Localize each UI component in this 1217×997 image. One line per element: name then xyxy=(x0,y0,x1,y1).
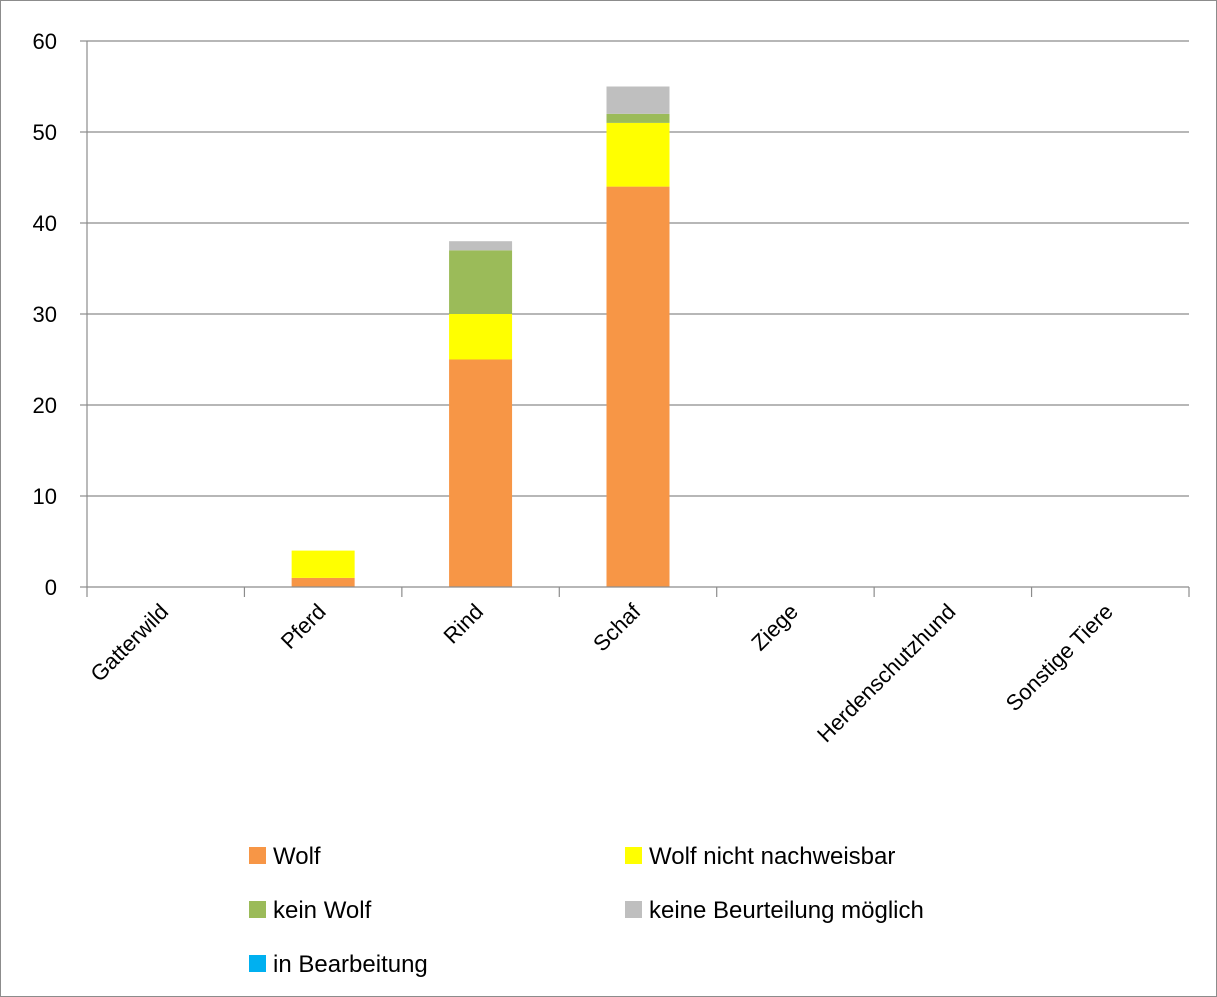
x-category-label: Sonstige Tiere xyxy=(1001,599,1118,716)
bar-rind-kein-wolf xyxy=(449,250,513,314)
legend-swatch xyxy=(625,847,642,864)
y-tick-label: 20 xyxy=(33,393,57,418)
legend-swatch xyxy=(249,955,266,972)
legend-label: Wolf nicht nachweisbar xyxy=(649,843,895,870)
x-axis-category-labels: Gatterwild Pferd Rind Schaf Ziege Herdenschut… xyxy=(86,598,1118,747)
axes xyxy=(80,40,1190,597)
bars xyxy=(291,86,670,587)
legend-label: Wolf xyxy=(273,843,321,870)
legend: Wolf Wolf nicht nachweisbar kein Wolf keine… xyxy=(249,843,924,978)
legend-label: keine Beurteilung möglich xyxy=(649,897,924,924)
legend-item: in Bearbeitung xyxy=(249,951,428,978)
bar-pferd-wolf xyxy=(291,577,355,587)
y-tick-label: 50 xyxy=(33,120,57,145)
bar-schaf-wolf xyxy=(606,186,670,587)
bar-rind-wolf xyxy=(449,359,513,587)
x-category-label: Herdenschutzhund xyxy=(812,599,960,747)
legend-item: keine Beurteilung möglich xyxy=(625,897,924,924)
legend-label: in Bearbeitung xyxy=(273,951,428,978)
y-axis-tick-labels: 0 10 20 30 40 50 60 xyxy=(33,29,57,600)
y-tick-label: 0 xyxy=(45,575,57,600)
y-tick-label: 40 xyxy=(33,211,57,236)
bar-schaf-keine-beurteilung-möglich xyxy=(606,86,670,114)
x-category-label: Pferd xyxy=(276,599,331,654)
y-tick-label: 30 xyxy=(33,302,57,327)
x-category-label: Rind xyxy=(438,599,488,649)
y-tick-label: 60 xyxy=(33,29,57,54)
legend-item: Wolf xyxy=(249,843,321,870)
bar-pferd-wolf-nicht-nachweisbar xyxy=(291,550,355,578)
legend-swatch xyxy=(249,901,266,918)
legend-swatch xyxy=(249,847,266,864)
legend-item: kein Wolf xyxy=(249,897,372,924)
bar-schaf-wolf-nicht-nachweisbar xyxy=(606,122,670,187)
x-category-label: Gatterwild xyxy=(86,599,174,687)
bar-schaf-kein-wolf xyxy=(606,113,670,123)
legend-swatch xyxy=(625,901,642,918)
bar-rind-wolf-nicht-nachweisbar xyxy=(449,314,513,360)
x-category-label: Ziege xyxy=(746,599,803,656)
y-tick-label: 10 xyxy=(33,484,57,509)
legend-item: Wolf nicht nachweisbar xyxy=(625,843,895,870)
bar-rind-keine-beurteilung-möglich xyxy=(449,241,513,251)
x-category-label: Schaf xyxy=(588,598,646,656)
legend-label: kein Wolf xyxy=(273,897,372,924)
